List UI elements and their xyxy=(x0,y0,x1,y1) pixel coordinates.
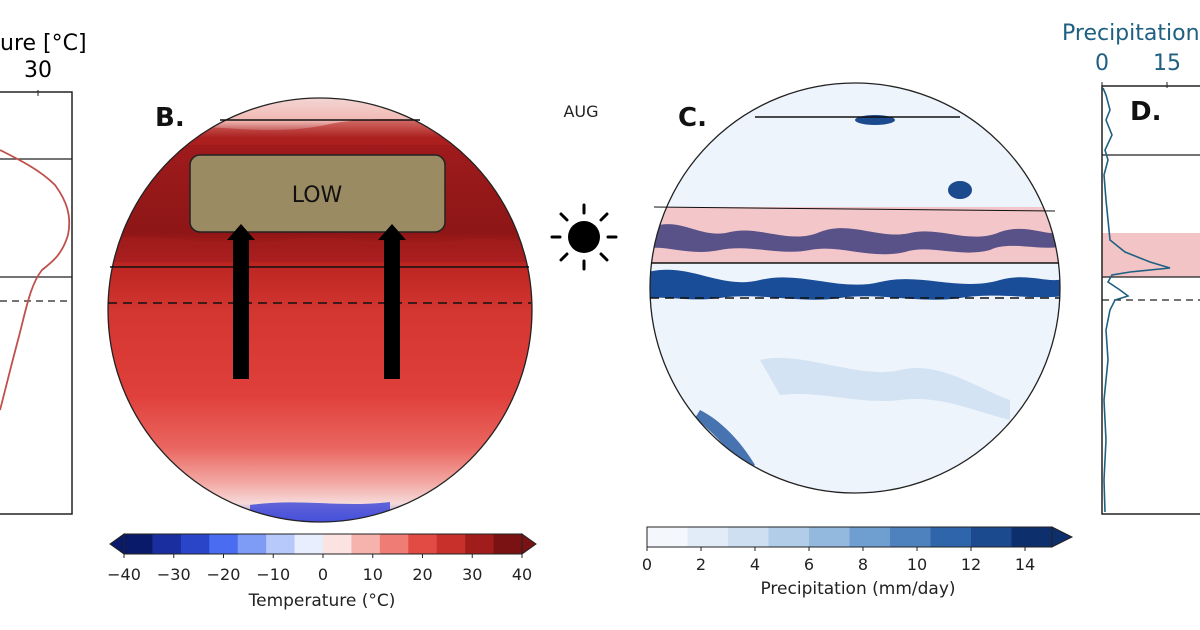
globe-c-outline xyxy=(649,82,1061,494)
colorbar-frame xyxy=(646,526,1053,548)
panel-d-letter: D. xyxy=(1130,97,1161,127)
precipitation-colorbar-tick-label: 4 xyxy=(750,555,760,574)
panel-c-letter: C. xyxy=(678,103,707,133)
temperature-colorbar-tick-label: 30 xyxy=(462,565,482,584)
colorbar-extend-right xyxy=(1051,526,1074,548)
colorbar-swatch xyxy=(124,534,153,554)
colorbar-swatch xyxy=(237,534,267,554)
precipitation-colorbar-tick-label: 12 xyxy=(961,555,981,574)
colorbar-swatch xyxy=(209,534,239,554)
panel-b-letter: B. xyxy=(155,103,185,133)
panel-a-temperature-curve xyxy=(0,149,71,411)
precipitation-colorbar-tick-label: 6 xyxy=(804,555,814,574)
colorbar-swatch xyxy=(971,527,1012,547)
colorbar-swatch xyxy=(493,534,523,554)
colorbar-swatch xyxy=(180,534,210,554)
panel-b: B. LOW xyxy=(107,97,533,523)
temperature-colorbar-tick-label: 20 xyxy=(412,565,432,584)
panel-d: Precipitation 0 15 D. xyxy=(1062,21,1200,515)
colorbar-swatch xyxy=(408,534,438,554)
arrow-right-shaft xyxy=(384,238,400,379)
colorbar-swatch xyxy=(728,527,769,547)
panel-d-precipitation-curve xyxy=(1102,87,1171,513)
panel-a-axis-title: ure [°C] xyxy=(0,31,87,56)
temperature-colorbar-swatches xyxy=(109,533,537,555)
low-pressure-box xyxy=(189,154,446,233)
panel-d-tick-label-0: 0 xyxy=(1095,51,1109,76)
colorbar-swatch xyxy=(849,527,891,547)
temperature-colorbar-tick-label: −20 xyxy=(207,565,241,584)
globe-b-outline xyxy=(107,97,533,523)
panel-d-tick-label-1: 15 xyxy=(1153,51,1181,76)
temperature-colorbar-ticks: −40 −30 −20 −10 0 10 20 30 40 xyxy=(107,554,532,584)
precipitation-colorbar-title: Precipitation (mm/day) xyxy=(760,579,955,599)
colorbar-swatch xyxy=(768,527,810,547)
colorbar-swatch xyxy=(809,527,850,547)
temperature-colorbar-tick-label: 0 xyxy=(318,565,328,584)
arrow-left-shaft xyxy=(233,238,249,379)
arrow-right-head xyxy=(378,224,406,240)
panel-a-tick-label: 30 xyxy=(24,58,52,83)
precipitation-colorbar: 0 2 4 6 8 10 12 14 Precipitation (mm/day) xyxy=(642,526,1074,599)
precipitation-colorbar-tick-label: 0 xyxy=(642,555,652,574)
colorbar-swatch xyxy=(152,534,182,554)
low-pressure-label: LOW xyxy=(292,183,343,208)
colorbar-extend-right xyxy=(521,533,537,555)
month-label: AUG xyxy=(563,102,598,121)
temperature-colorbar-tick-label: −10 xyxy=(256,565,290,584)
colorbar-extend-left xyxy=(109,533,125,555)
colorbar-swatch xyxy=(351,534,381,554)
colorbar-swatch xyxy=(465,534,495,554)
temperature-colorbar-tick-label: −40 xyxy=(107,565,141,584)
temperature-colorbar-tick-label: 40 xyxy=(512,565,532,584)
precipitation-colorbar-tick-label: 2 xyxy=(696,555,706,574)
precipitation-colorbar-tick-label: 8 xyxy=(858,555,868,574)
panel-d-axis-title: Precipitation xyxy=(1062,21,1200,46)
temperature-colorbar: −40 −30 −20 −10 0 10 20 30 40 Temperature (°C) xyxy=(107,533,537,611)
temperature-colorbar-tick-label: 10 xyxy=(363,565,383,584)
temperature-colorbar-title: Temperature (°C) xyxy=(248,591,396,611)
colorbar-swatch xyxy=(379,534,409,554)
colorbar-swatch xyxy=(930,527,972,547)
panel-a-frame xyxy=(0,91,73,515)
precipitation-colorbar-swatches xyxy=(646,526,1074,548)
precipitation-colorbar-tick-label: 14 xyxy=(1015,555,1035,574)
precipitation-colorbar-tick-label: 10 xyxy=(907,555,927,574)
colorbar-swatch xyxy=(294,534,324,554)
colorbar-swatch xyxy=(687,527,729,547)
precipitation-globe-fill xyxy=(650,83,1060,493)
panel-c: C. xyxy=(649,82,1061,494)
precipitation-colorbar-ticks: 0 2 4 6 8 10 12 14 xyxy=(642,547,1035,574)
colorbar-swatch xyxy=(1011,527,1053,547)
globe-c-band-top xyxy=(653,206,1056,212)
colorbar-swatch xyxy=(266,534,296,554)
colorbar-swatch xyxy=(436,534,466,554)
colorbar-swatch xyxy=(647,527,688,547)
sun-icon xyxy=(550,203,618,271)
temperature-colorbar-tick-label: −30 xyxy=(157,565,191,584)
arrow-left-head xyxy=(227,224,255,240)
panel-a: ure [°C] 30 xyxy=(0,31,87,515)
colorbar-swatch xyxy=(890,527,931,547)
colorbar-swatch xyxy=(323,534,352,554)
